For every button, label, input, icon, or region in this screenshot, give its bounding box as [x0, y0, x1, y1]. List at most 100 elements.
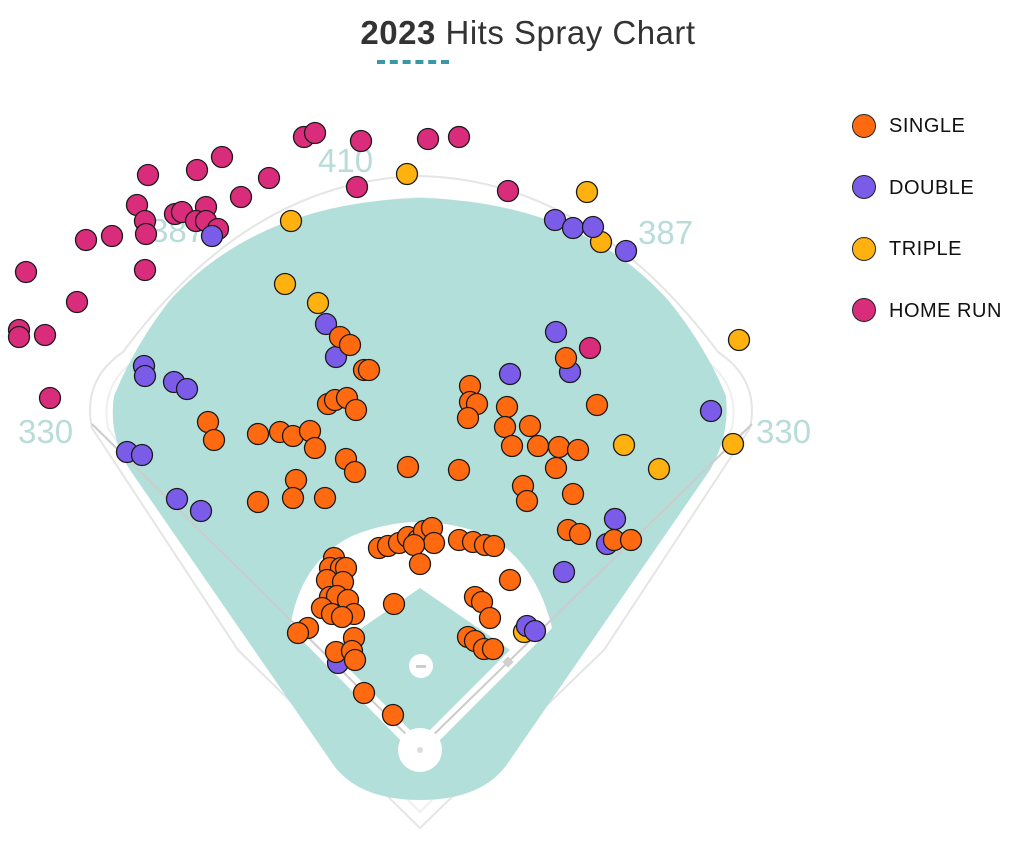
home-run-hit-marker — [134, 222, 158, 246]
legend-label-double: DOUBLE — [889, 176, 975, 199]
home-run-hit-marker — [345, 175, 369, 199]
pitchers-rubber — [416, 665, 426, 668]
single-hit-marker — [281, 486, 305, 510]
single-hit-marker — [498, 568, 522, 592]
single-hit-marker — [408, 552, 432, 576]
single-hit-marker — [246, 490, 270, 514]
single-hit-marker — [544, 456, 568, 480]
home-run-hit-marker — [7, 325, 31, 349]
double-hit-marker — [498, 362, 522, 386]
home-run-hit-marker — [210, 145, 234, 169]
double-hit-marker — [581, 215, 605, 239]
single-hit-marker — [456, 406, 480, 430]
double-hit-marker — [314, 312, 338, 336]
home-run-hit-marker — [185, 158, 209, 182]
single-hit-marker — [303, 436, 327, 460]
single-hit-marker — [343, 648, 367, 672]
single-hit-marker — [402, 533, 426, 557]
legend-item-single: SINGLE — [852, 96, 1002, 158]
single-hit-marker — [396, 455, 420, 479]
single-legend-dot — [852, 113, 876, 138]
single-hit-marker — [344, 398, 368, 422]
triple-hit-marker — [395, 162, 419, 186]
single-hit-marker — [246, 422, 270, 446]
home-run-hit-marker — [257, 166, 281, 190]
triple-hit-marker — [306, 291, 330, 315]
legend-label-triple: TRIPLE — [889, 238, 963, 261]
single-hit-marker — [568, 522, 592, 546]
home-run-hit-marker — [349, 129, 373, 153]
single-hit-marker — [286, 621, 310, 645]
double-hit-marker — [130, 443, 154, 467]
triple-hit-marker — [647, 457, 671, 481]
double-hit-marker — [614, 239, 638, 263]
double-legend-dot — [852, 175, 876, 200]
single-hit-marker — [357, 358, 381, 382]
triple-hit-marker — [279, 209, 303, 233]
single-hit-marker — [585, 393, 609, 417]
single-hit-marker — [554, 346, 578, 370]
home-run-hit-marker — [578, 336, 602, 360]
triple-hit-marker — [612, 433, 636, 457]
outfield-wall — [89, 174, 753, 830]
single-hit-marker — [482, 534, 506, 558]
double-hit-marker — [133, 364, 157, 388]
home-run-hit-marker — [416, 127, 440, 151]
triple-hit-marker — [575, 180, 599, 204]
single-hit-marker — [382, 592, 406, 616]
single-hit-marker — [619, 528, 643, 552]
single-hit-marker — [478, 606, 502, 630]
hits-layer — [7, 121, 751, 727]
legend-label-single: SINGLE — [889, 115, 966, 138]
double-hit-marker — [200, 224, 224, 248]
double-hit-marker — [189, 499, 213, 523]
home-run-hit-marker — [303, 121, 327, 145]
double-hit-marker — [561, 216, 585, 240]
triple-legend-dot — [852, 236, 876, 261]
single-hit-marker — [547, 435, 571, 459]
home-run-hit-marker — [14, 260, 38, 284]
triple-hit-marker — [727, 328, 751, 352]
single-hit-marker — [422, 531, 446, 555]
distance-left-line: 330 — [18, 413, 73, 450]
single-hit-marker — [202, 428, 226, 452]
triple-hit-marker — [273, 272, 297, 296]
double-hit-marker — [165, 487, 189, 511]
chart-title: 2023 Hits Spray Chart — [0, 14, 1024, 52]
double-hit-marker — [544, 320, 568, 344]
home-run-legend-dot — [852, 298, 876, 323]
right-foul-line — [419, 423, 753, 749]
single-hit-marker — [338, 333, 362, 357]
single-hit-marker — [481, 637, 505, 661]
single-hit-marker — [447, 458, 471, 482]
single-hit-marker — [515, 489, 539, 513]
single-hit-marker — [500, 434, 524, 458]
single-hit-marker — [343, 460, 367, 484]
home-run-hit-marker — [136, 163, 160, 187]
double-hit-marker — [523, 619, 547, 643]
legend-item-double: DOUBLE — [852, 158, 1002, 220]
single-hit-marker — [566, 438, 590, 462]
single-hit-marker — [561, 482, 585, 506]
double-hit-marker — [699, 399, 723, 423]
home-run-hit-marker — [33, 323, 57, 347]
first-base — [502, 656, 514, 668]
single-hit-marker — [313, 486, 337, 510]
home-run-hit-marker — [447, 125, 471, 149]
single-hit-marker — [381, 703, 405, 727]
legend-item-triple: TRIPLE — [852, 219, 1002, 281]
home-run-hit-marker — [496, 179, 520, 203]
outfield-grass — [112, 198, 727, 800]
home-run-hit-marker — [229, 185, 253, 209]
single-hit-marker — [495, 395, 519, 419]
home-run-hit-marker — [74, 228, 98, 252]
distance-right-center: 387 — [638, 214, 693, 251]
legend-item-home-run: HOME RUN — [852, 281, 1002, 343]
home-run-hit-marker — [65, 290, 89, 314]
double-hit-marker — [603, 507, 627, 531]
single-hit-marker — [493, 415, 517, 439]
home-run-hit-marker — [133, 258, 157, 282]
chart-title-year: 2023 — [360, 14, 436, 51]
single-hit-marker — [526, 434, 550, 458]
